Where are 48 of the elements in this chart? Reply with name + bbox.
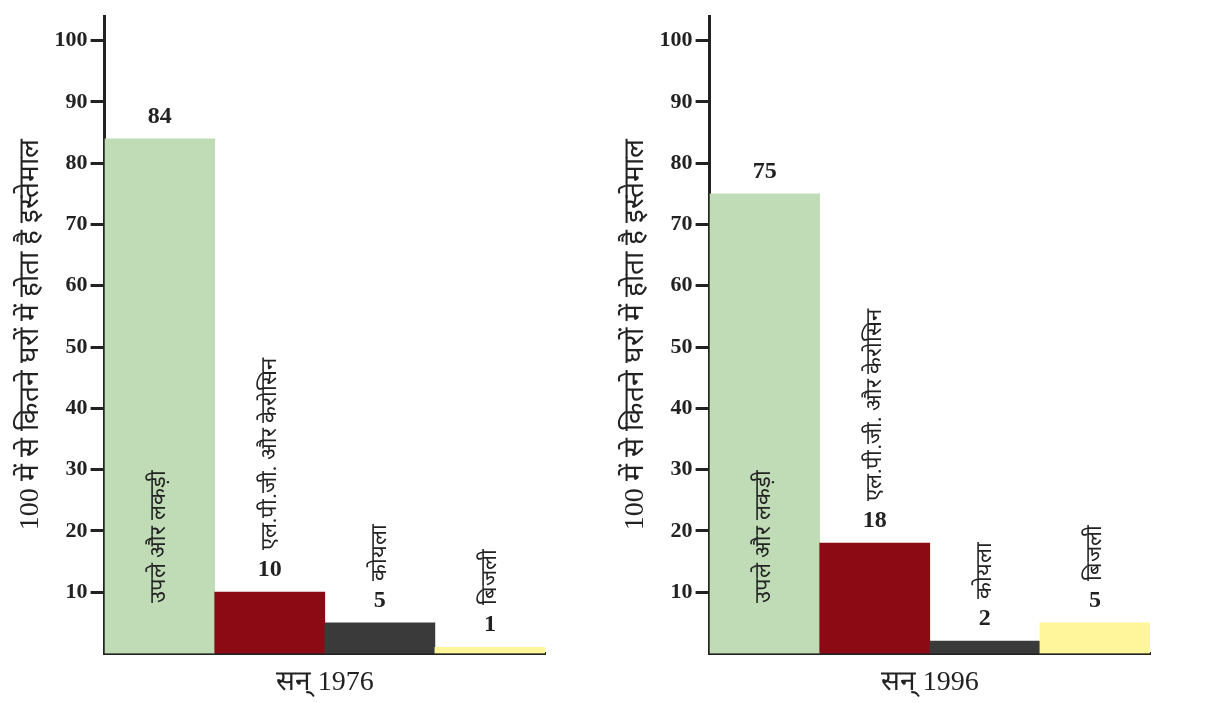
data-label: 18 <box>862 506 887 533</box>
y-tick-label: 90 <box>670 87 693 113</box>
y-tick-label: 60 <box>65 271 88 297</box>
x-tick-label: बिजली <box>475 549 501 606</box>
y-tick-label: 80 <box>670 148 693 174</box>
y-tick-label: 50 <box>65 332 88 358</box>
y-tick-label: 10 <box>65 577 88 603</box>
x-tick-label: कोयला <box>970 542 996 600</box>
bar <box>709 193 821 654</box>
y-tick-label: 20 <box>65 516 88 542</box>
bar <box>819 542 931 654</box>
y-tick-label: 100 <box>54 26 88 52</box>
x-tick-label: उपले और लकड़ी <box>145 470 171 604</box>
y-tick-label: 30 <box>65 455 88 481</box>
y-tick-label: 80 <box>65 148 88 174</box>
x-tick-label: कोयला <box>365 523 391 581</box>
x-tick-label: उपले और लकड़ी <box>750 470 776 604</box>
data-label: 1 <box>483 610 496 637</box>
data-label: 5 <box>1088 585 1101 612</box>
y-tick-label: 20 <box>670 516 693 542</box>
bar <box>104 138 216 654</box>
x-axis-title: सन् 1996 <box>880 664 979 698</box>
x-tick-label: एल.पी.जी. और केरोसिन <box>255 356 281 551</box>
bar <box>214 591 326 654</box>
y-tick-label: 70 <box>65 210 88 236</box>
y-axis-title: 100 में से कितने घरों में होता है इस्तेमाल <box>617 138 650 531</box>
data-label: 2 <box>978 604 991 631</box>
y-tick-label: 10 <box>670 577 693 603</box>
data-label: 84 <box>147 101 172 128</box>
x-tick-label: एल.पी.जी. और केरोसिन <box>860 307 886 502</box>
bar <box>929 640 1041 654</box>
bar <box>1039 622 1150 654</box>
y-tick-label: 50 <box>670 332 693 358</box>
y-tick-label: 60 <box>670 271 693 297</box>
bar <box>434 646 545 654</box>
y-axis-title: 100 में से कितने घरों में होता है इस्तेमाल <box>12 138 45 531</box>
y-tick-label: 30 <box>670 455 693 481</box>
x-axis-title: सन् 1976 <box>275 664 374 698</box>
y-tick-label: 40 <box>65 394 88 420</box>
y-tick-label: 70 <box>670 210 693 236</box>
data-label: 5 <box>373 585 386 612</box>
x-tick-label: बिजली <box>1080 524 1106 581</box>
y-tick-label: 100 <box>659 26 693 52</box>
data-label: 75 <box>752 157 777 184</box>
y-tick-label: 40 <box>670 394 693 420</box>
bar <box>324 622 436 654</box>
data-label: 10 <box>257 555 282 582</box>
y-tick-label: 90 <box>65 87 88 113</box>
